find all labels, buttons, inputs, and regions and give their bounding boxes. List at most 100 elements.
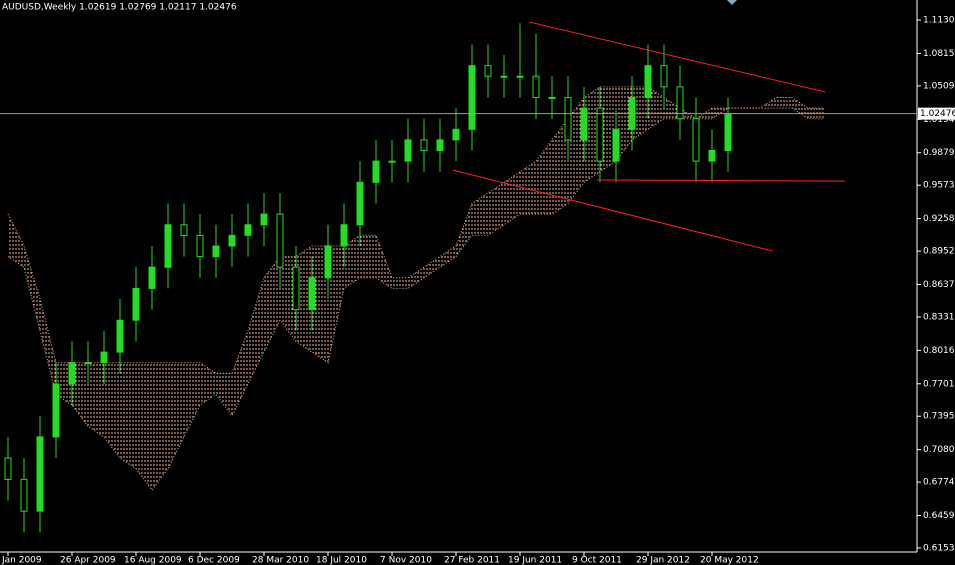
candle-body [244,224,252,236]
cloud-segment [472,192,488,236]
candle-body [148,266,156,289]
candle-body [580,107,588,141]
cloud-segment [328,245,344,363]
x-tick-label: 6 Dec 2009 [188,556,240,565]
cloud-segment [504,171,520,225]
candle-body [340,224,348,247]
candle-body [180,224,188,236]
candle-body [372,160,380,183]
cloud-segment [776,97,792,109]
candle-body [164,224,172,268]
cloud-segment [408,267,424,289]
candle-body [292,266,300,311]
cloud-segment [456,203,472,257]
current-price-label: 1.02476 [920,109,955,119]
candle-body [596,107,604,162]
x-tick-label: Jan 2009 [1,556,42,565]
candle-body [356,181,364,226]
x-tick-label: 27 Feb 2011 [444,556,500,565]
candle-body [84,362,92,365]
candle-body [404,139,412,162]
y-tick-label: 1.05090 [923,81,955,91]
candle-body [484,65,492,77]
candle-body [676,86,684,120]
cloud-segment [584,86,600,183]
candle-body [100,351,108,364]
cloud-segment [552,118,568,215]
cloud-segment [296,245,312,353]
cloud-segment [72,362,88,427]
cloud-segment [424,256,440,278]
candle-body [212,245,220,258]
y-tick-label: 0.61530 [923,543,955,553]
x-tick-label: 20 May 2012 [700,556,759,565]
candle-body [132,287,140,321]
cloud-segment [8,214,24,268]
candle-body [116,319,124,353]
x-tick-label: 29 Jan 2012 [636,556,690,565]
chart-title: AUDUSD,Weekly 1.02619 1.02769 1.02117 1.… [2,3,237,13]
candle-body [468,65,476,130]
cloud-segment [216,373,232,416]
cloud-segment [312,245,328,363]
candle-body [436,139,444,152]
cloud-segment [280,256,296,342]
candle-body [452,128,460,141]
cloud-segment [248,277,264,384]
cloud-segment [136,362,152,490]
cloud-segment [360,235,376,278]
x-tick-label: 9 Oct 2011 [572,556,622,565]
candle-body [420,139,428,152]
cloud-segment [40,299,56,395]
cloud-segment [440,245,456,268]
cloud-edge [7,86,824,374]
cloud-segment [536,139,552,215]
candle-body [308,277,316,311]
cloud-segment [488,182,504,236]
candle-body [708,150,716,162]
candle-body [324,245,332,279]
candle-body [68,362,76,385]
candle-body [724,113,732,152]
candle-body [532,75,540,98]
x-tick-label: 18 Jul 2010 [316,556,367,565]
cloud-segment [24,245,40,331]
candle-body [500,75,508,78]
y-tick-label: 1.08150 [923,49,955,59]
candle-body [4,457,12,480]
cloud-segment [104,362,120,459]
cloud-segment [88,362,104,437]
cloud-segment [600,86,616,172]
cloud-segment [520,161,536,215]
candle-body [516,75,524,78]
x-tick-label: 16 Aug 2009 [124,556,182,565]
cloud-segment [344,235,360,289]
candle-body [548,96,556,99]
candle-body [564,96,572,141]
trendline [596,179,845,182]
cloud-segment [616,86,632,162]
candle-body [276,213,284,268]
x-tick-label: 19 Jun 2011 [508,556,562,565]
candle-body [20,478,28,512]
cloud-edge [7,107,824,491]
cloud-segment [200,362,216,406]
x-tick-label: 26 Apr 2009 [60,556,116,565]
x-tick-label: 28 Mar 2010 [252,556,309,565]
cloud-segment [648,86,664,130]
cloud-segment [392,277,408,289]
candle-body [660,65,668,88]
trendline [529,21,826,93]
